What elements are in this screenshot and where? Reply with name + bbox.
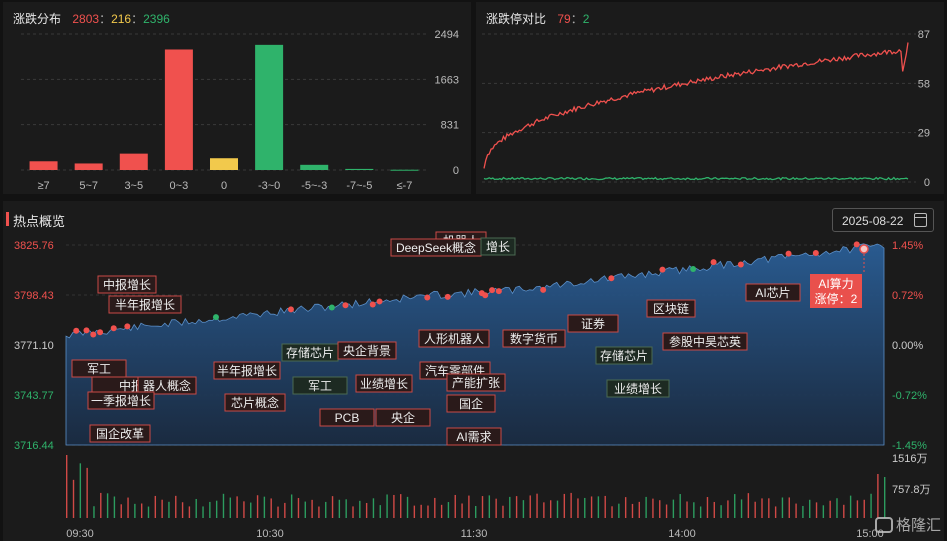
distribution-panel: 涨跌分布 2803：216：2396 2494 1663 831 0 ≥7 5~7 3~5 0… — [3, 2, 471, 194]
limit-up-count: 79 — [557, 12, 571, 26]
x-tick-label: 5~7 — [79, 180, 98, 192]
y-tick-label: 831 — [441, 120, 459, 132]
bar — [119, 153, 148, 170]
distribution-title-row: 涨跌分布 2803：216：2396 — [13, 12, 170, 26]
bar — [390, 169, 419, 171]
bar — [345, 168, 374, 170]
hot-overview-title: 热点概览 — [13, 214, 66, 229]
limit-ratio-title: 涨跌停对比 — [486, 12, 547, 26]
limit-ratio-chart: 87 58 29 0 — [482, 29, 930, 189]
y-tick-label: 0 — [924, 177, 930, 189]
down-count: 2396 — [143, 12, 170, 26]
x-tick-label: 0 — [221, 180, 227, 192]
bar — [29, 161, 58, 170]
date-picker[interactable]: 2025-08-22 — [832, 208, 934, 232]
x-tick-label: ≥7 — [37, 180, 49, 192]
watermark: 格隆汇 — [874, 514, 941, 535]
y-tick-label: 0 — [453, 165, 459, 177]
bar — [74, 163, 103, 170]
gelonghui-logo-icon — [874, 517, 893, 533]
distribution-chart: 2494 1663 831 0 ≥7 5~7 3~5 0~3 0 -3~0 -5~-3 -7~-5 ≤-… — [21, 29, 459, 192]
bar — [210, 158, 238, 170]
limit-up-line — [483, 42, 909, 169]
x-tick-label: 3~5 — [124, 180, 143, 192]
y-tick-label: 87 — [918, 29, 930, 41]
up-count: 2803 — [72, 12, 100, 26]
title-accent-bar — [6, 212, 9, 226]
bar — [164, 49, 193, 170]
calendar-icon[interactable] — [914, 213, 927, 227]
limit-down-line — [483, 176, 909, 181]
y-tick-label: 29 — [918, 128, 930, 140]
y-tick-label: 2494 — [435, 29, 459, 41]
distribution-title: 涨跌分布 — [13, 12, 62, 26]
x-tick-label: -7~-5 — [346, 180, 372, 192]
x-tick-label: -3~0 — [258, 180, 280, 192]
y-tick-label: 1663 — [435, 74, 459, 86]
limit-ratio-title-row: 涨跌停对比 79：2 — [486, 12, 590, 26]
x-tick-label: 0~3 — [170, 180, 189, 192]
x-tick-label: ≤-7 — [397, 180, 413, 192]
date-value: 2025-08-22 — [842, 214, 904, 228]
limit-down-count: 2 — [582, 12, 590, 26]
bar — [300, 164, 329, 170]
hot-overview-panel: 热点概览 — [3, 201, 944, 541]
limit-ratio-panel: 涨跌停对比 79：2 87 58 29 0 — [476, 2, 944, 194]
bar — [255, 44, 284, 171]
flat-count: 216 — [111, 12, 132, 26]
y-tick-label: 58 — [918, 78, 930, 90]
x-tick-label: -5~-3 — [301, 180, 327, 192]
